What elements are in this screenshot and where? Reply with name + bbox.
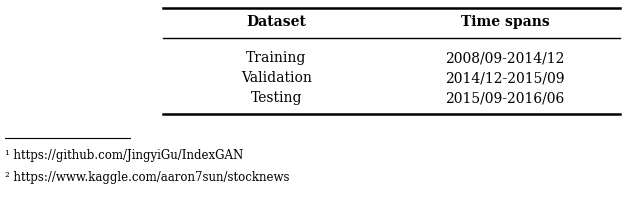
Text: Time spans: Time spans [461, 15, 549, 29]
Text: Dataset: Dataset [246, 15, 307, 29]
Text: 2008/09-2014/12: 2008/09-2014/12 [445, 51, 564, 65]
Text: ² https://www.kaggle.com/aaron7sun/stocknews: ² https://www.kaggle.com/aaron7sun/stock… [5, 172, 289, 185]
Text: ¹ https://github.com/JingyiGu/IndexGAN: ¹ https://github.com/JingyiGu/IndexGAN [5, 149, 243, 162]
Text: 2014/12-2015/09: 2014/12-2015/09 [445, 71, 564, 85]
Text: 2015/09-2016/06: 2015/09-2016/06 [445, 91, 564, 105]
Text: Testing: Testing [251, 91, 302, 105]
Text: Validation: Validation [241, 71, 312, 85]
Text: Training: Training [246, 51, 307, 65]
